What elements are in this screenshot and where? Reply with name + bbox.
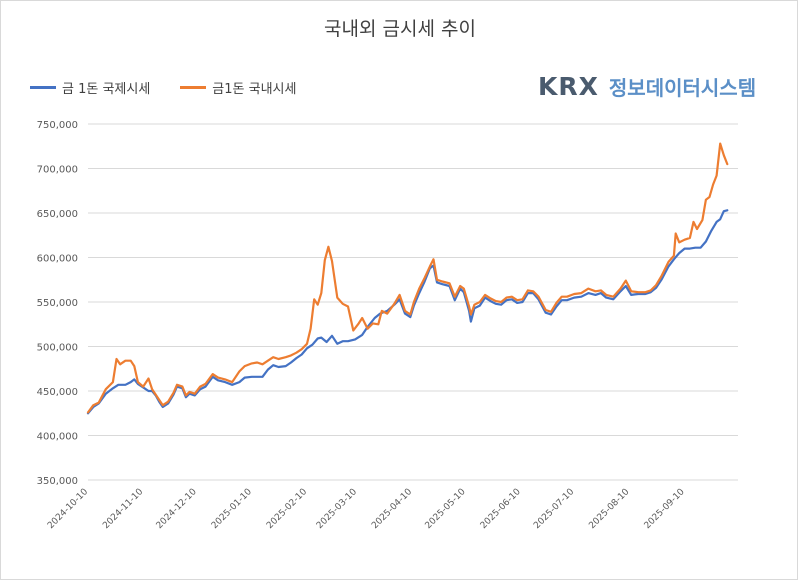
y-tick-label: 500,000 bbox=[37, 343, 78, 354]
legend-swatch-domestic bbox=[180, 86, 207, 89]
x-tick-label: 2025-05-10 bbox=[424, 487, 468, 531]
legend-item-international: 금 1돈 국제시세 bbox=[30, 78, 150, 97]
y-tick-label: 550,000 bbox=[37, 298, 78, 309]
legend-item-domestic: 금1돈 국내시세 bbox=[180, 78, 296, 97]
x-tick-label: 2025-07-10 bbox=[532, 487, 576, 531]
chart-title: 국내외 금시세 추이 bbox=[324, 18, 476, 40]
series-line-domestic bbox=[86, 142, 729, 414]
x-tick-label: 2024-12-10 bbox=[155, 487, 199, 531]
krx-logo-text: 정보데이터시스템 bbox=[608, 76, 757, 100]
legend-label-international: 금 1돈 국제시세 bbox=[62, 82, 151, 97]
legend-label-domestic: 금1돈 국내시세 bbox=[212, 82, 297, 97]
x-tick-label: 2024-11-10 bbox=[101, 487, 145, 531]
y-tick-label: 450,000 bbox=[37, 387, 78, 398]
legend: 금 1돈 국제시세 금1돈 국내시세 bbox=[30, 78, 326, 97]
y-tick-label: 400,000 bbox=[37, 432, 78, 443]
x-tick-label: 2025-08-10 bbox=[587, 487, 631, 531]
x-tick-label: 2025-04-10 bbox=[370, 487, 414, 531]
x-tick-label: 2024-10-10 bbox=[46, 487, 90, 531]
x-tick-label: 2025-09-10 bbox=[643, 487, 687, 531]
y-tick-label: 750,000 bbox=[37, 120, 78, 131]
x-tick-label: 2025-01-10 bbox=[210, 487, 254, 531]
krx-logo-mark: KRX bbox=[538, 72, 599, 101]
y-tick-label: 600,000 bbox=[37, 254, 78, 265]
krx-logo: KRX 정보데이터시스템 bbox=[538, 72, 756, 101]
y-tick-label: 700,000 bbox=[37, 165, 78, 176]
x-tick-label: 2025-03-10 bbox=[315, 487, 359, 531]
x-tick-label: 2025-06-10 bbox=[479, 487, 523, 531]
y-tick-label: 650,000 bbox=[37, 209, 78, 220]
legend-swatch-international bbox=[30, 86, 56, 89]
y-tick-label: 350,000 bbox=[37, 476, 78, 487]
x-tick-label: 2025-02-10 bbox=[265, 487, 309, 531]
